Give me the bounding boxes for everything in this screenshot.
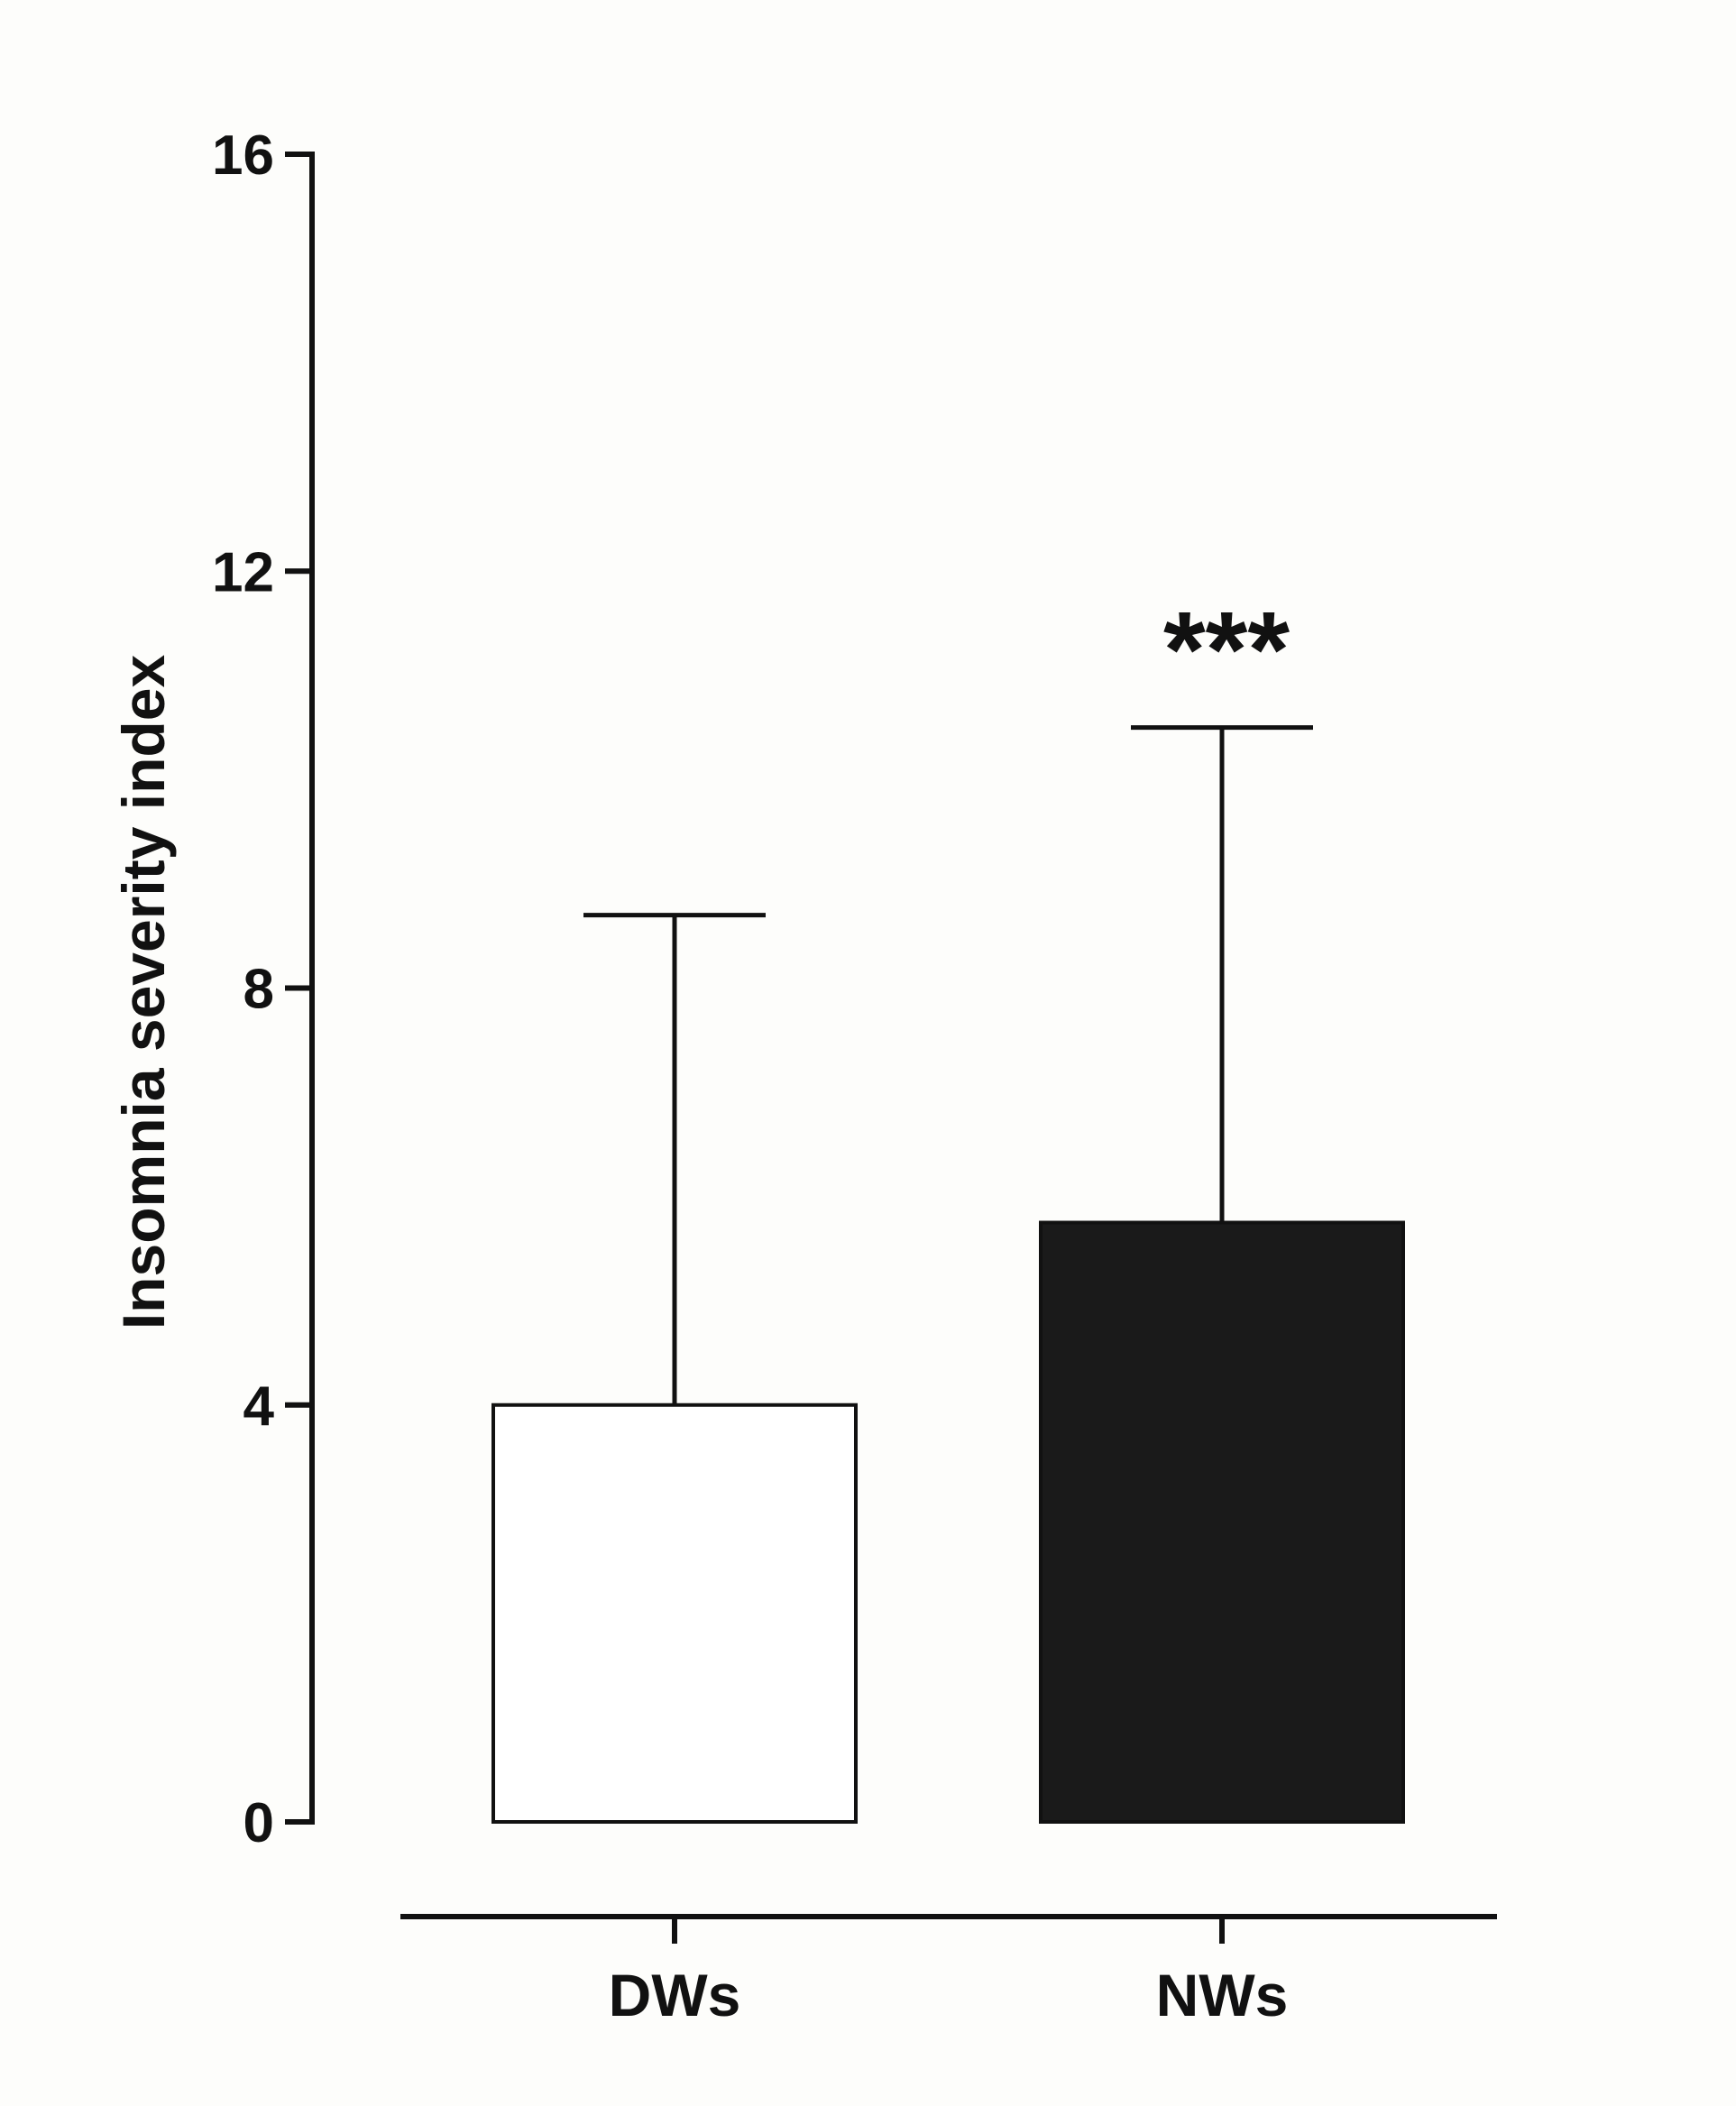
- x-axis: DWs NWs: [400, 1914, 1497, 2028]
- y-axis: 0 4 8 12 16: [212, 124, 315, 1854]
- y-tick-label-16: 16: [212, 124, 274, 187]
- bar-NWs: [1039, 1220, 1405, 1824]
- y-tick-label-12: 12: [212, 541, 274, 603]
- x-tick-label-NWs: NWs: [1156, 1962, 1289, 2028]
- bar-DWs: [491, 1402, 858, 1824]
- significance-label-NWs: ***: [1163, 590, 1290, 711]
- bars: [491, 1220, 1405, 1824]
- x-tick-label-DWs: DWs: [609, 1962, 741, 2028]
- annotations: ***: [1163, 590, 1290, 711]
- y-tick-label-8: 8: [243, 959, 274, 1021]
- error-bars: [583, 725, 1313, 1405]
- y-axis-title: Insomnia severity index: [110, 655, 177, 1330]
- y-tick-label-4: 4: [243, 1375, 275, 1438]
- y-tick-label-0: 0: [243, 1792, 274, 1854]
